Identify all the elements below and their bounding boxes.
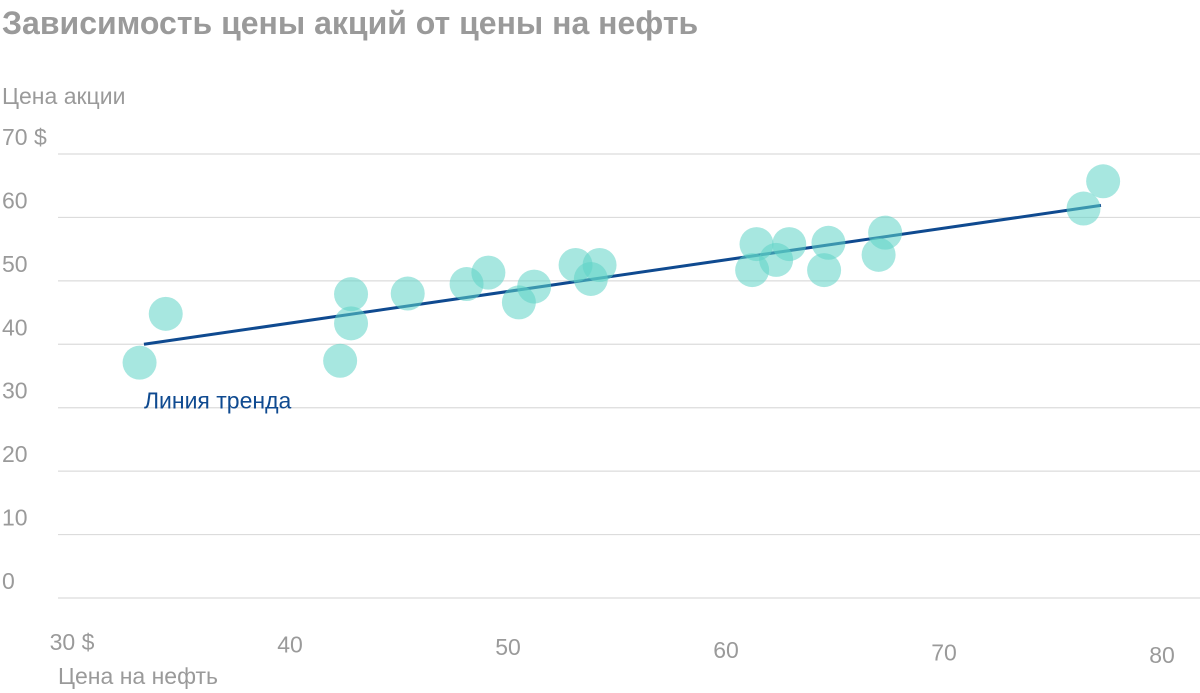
y-tick-label: 70 $ bbox=[2, 124, 47, 150]
chart-title: Зависимость цены акций от цены на нефть bbox=[2, 5, 698, 41]
x-tick-label: 70 bbox=[931, 639, 957, 665]
x-tick-label: 40 bbox=[277, 632, 303, 658]
y-tick-label: 60 bbox=[2, 187, 28, 213]
x-axis-ticks: 30 $ 40 50 60 70 80 bbox=[50, 629, 1175, 668]
data-point bbox=[334, 277, 369, 312]
data-point bbox=[582, 248, 617, 282]
x-tick-label: 80 bbox=[1149, 642, 1175, 668]
data-point bbox=[1086, 164, 1121, 199]
x-tick-label: 30 $ bbox=[50, 629, 95, 655]
data-point bbox=[807, 253, 842, 288]
data-point bbox=[334, 306, 369, 341]
x-axis-title: Цена на нефть bbox=[58, 663, 218, 689]
y-tick-label: 40 bbox=[2, 314, 28, 340]
trend-label: Линия тренда bbox=[144, 387, 292, 413]
x-tick-label: 50 bbox=[495, 634, 521, 660]
y-tick-label: 50 bbox=[2, 251, 28, 277]
y-axis-title: Цена акции bbox=[2, 83, 125, 109]
y-tick-label: 30 bbox=[2, 378, 28, 404]
gridlines bbox=[58, 153, 1200, 599]
y-axis-ticks: 0 10 20 30 40 50 60 70 $ bbox=[2, 124, 47, 594]
data-point bbox=[122, 345, 157, 380]
data-point bbox=[323, 343, 358, 378]
y-tick-label: 10 bbox=[2, 505, 28, 531]
data-point bbox=[517, 269, 552, 304]
trend-layer: Линия тренда bbox=[143, 203, 1102, 413]
x-tick-label: 60 bbox=[713, 637, 739, 663]
data-point bbox=[868, 215, 903, 250]
y-tick-label: 0 bbox=[2, 568, 15, 594]
data-point bbox=[1066, 191, 1101, 226]
data-point bbox=[148, 296, 183, 331]
trend-line bbox=[143, 203, 1102, 346]
data-point bbox=[811, 225, 846, 260]
points-layer bbox=[122, 164, 1121, 380]
y-tick-label: 20 bbox=[2, 441, 28, 467]
data-point bbox=[772, 227, 807, 262]
data-point bbox=[471, 255, 506, 290]
data-point bbox=[390, 276, 425, 311]
